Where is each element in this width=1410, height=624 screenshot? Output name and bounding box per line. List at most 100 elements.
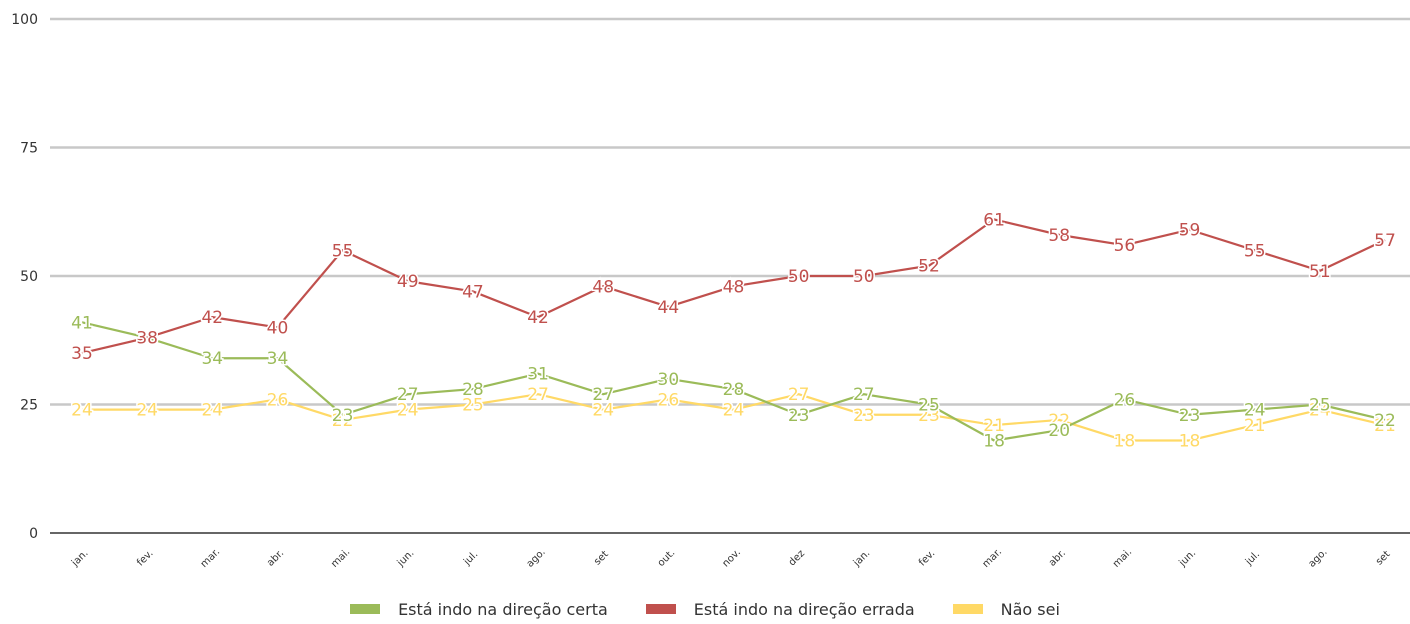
- data-label-certa: 22: [1374, 411, 1396, 431]
- data-label-nao-sei: 23: [918, 406, 940, 426]
- x-tick-label: mai.: [1111, 547, 1134, 570]
- data-label-errada: 42: [201, 308, 223, 328]
- data-label-certa: 25: [918, 396, 940, 416]
- data-label-nao-sei: 26: [267, 390, 289, 410]
- data-label-errada: 51: [1309, 262, 1331, 282]
- legend-label-errada: Está indo na direção errada: [693, 599, 915, 619]
- x-tick-label: jan.: [851, 548, 873, 570]
- data-label-certa: 24: [1244, 401, 1266, 421]
- data-label-certa: 27: [853, 385, 875, 405]
- legend-item-nao-sei[interactable]: Não sei: [952, 599, 1060, 619]
- data-label-nao-sei: 24: [397, 401, 419, 421]
- data-label-errada: 42: [527, 308, 549, 328]
- data-label-nao-sei: 24: [136, 401, 158, 421]
- x-tick-label: fev.: [135, 548, 156, 569]
- data-label-nao-sei: 24: [723, 401, 745, 421]
- data-label-nao-sei: 27: [527, 385, 549, 405]
- data-label-nao-sei: 24: [71, 401, 93, 421]
- data-label-errada: 55: [332, 241, 354, 261]
- data-label-nao-sei: 21: [983, 416, 1005, 436]
- data-label-errada: 55: [1244, 241, 1266, 261]
- legend-swatch-nao-sei: [952, 604, 983, 614]
- data-label-errada: 49: [397, 272, 419, 292]
- x-tick-label: mar.: [981, 546, 1005, 570]
- series-lines: [81, 218, 1386, 442]
- data-label-errada: 48: [592, 277, 614, 297]
- x-tick-label: dez: [787, 548, 807, 568]
- legend-label-certa: Está indo na direção certa: [398, 599, 608, 619]
- data-label-nao-sei: 21: [1244, 416, 1266, 436]
- x-tick-label: nov.: [720, 547, 742, 569]
- data-label-certa: 23: [1179, 406, 1201, 426]
- data-label-nao-sei: 24: [592, 401, 614, 421]
- data-label-errada: 40: [267, 318, 289, 338]
- x-tick-label: abr.: [265, 548, 286, 569]
- data-label-certa: 23: [332, 406, 354, 426]
- x-tick-label: set: [592, 549, 611, 568]
- x-tick-label: abr.: [1047, 548, 1068, 569]
- series-line-nao-sei: [82, 393, 1386, 442]
- data-label-certa: 34: [267, 349, 289, 369]
- y-axis-ticks: 0 25 50 75 100: [11, 12, 38, 542]
- legend-swatch-errada: [645, 604, 676, 614]
- x-tick-label: mar.: [199, 546, 223, 570]
- line-chart: 0 25 50 75 100 jan. fev. mar. abr. mai. jun. jul. a…: [11, 12, 1410, 570]
- x-tick-label: fev.: [917, 548, 938, 569]
- data-label-certa: 28: [723, 380, 745, 400]
- x-tick-label: out.: [656, 547, 678, 569]
- data-label-errada: 61: [983, 210, 1005, 230]
- data-label-nao-sei: 23: [853, 406, 875, 426]
- data-label-errada: 58: [1048, 226, 1070, 246]
- data-label-certa: 31: [527, 365, 549, 385]
- x-tick-label: ago.: [525, 547, 548, 570]
- data-label-errada: 47: [462, 282, 484, 302]
- data-label-certa: 30: [658, 370, 680, 390]
- x-axis-ticks: jan. fev. mar. abr. mai. jun. jul. ago. set out. n…: [69, 546, 1392, 570]
- data-label-errada: 57: [1374, 231, 1396, 251]
- y-tick-label: 25: [20, 398, 38, 414]
- series-line-errada: [81, 218, 1386, 355]
- data-label-certa: 26: [1114, 390, 1136, 410]
- data-label-nao-sei: 18: [1114, 431, 1136, 451]
- x-tick-label: ago.: [1307, 547, 1330, 570]
- data-label-nao-sei: 18: [1179, 431, 1201, 451]
- series-line-certa: [81, 321, 1386, 442]
- data-label-errada: 48: [723, 277, 745, 297]
- data-label-nao-sei: 26: [658, 390, 680, 410]
- legend-label-nao-sei: Não sei: [1000, 599, 1060, 619]
- data-label-errada: 44: [658, 298, 680, 318]
- y-tick-label: 100: [11, 12, 38, 28]
- x-tick-label: mai.: [329, 547, 352, 570]
- data-label-errada: 38: [136, 329, 158, 349]
- data-label-errada: 56: [1114, 236, 1136, 256]
- data-label-nao-sei: 22: [332, 411, 354, 431]
- data-label-errada: 52: [918, 257, 940, 277]
- data-label-errada: 35: [71, 344, 93, 364]
- data-label-certa: 25: [1309, 396, 1331, 416]
- x-tick-label: jun.: [395, 548, 417, 570]
- data-label-certa: 28: [462, 380, 484, 400]
- data-label-nao-sei: 25: [462, 396, 484, 416]
- x-tick-label: jul.: [1243, 549, 1262, 568]
- x-tick-label: jun.: [1177, 548, 1199, 570]
- data-label-certa: 27: [592, 385, 614, 405]
- data-label-nao-sei: 22: [1048, 411, 1070, 431]
- legend-swatch-certa: [350, 604, 381, 614]
- data-label-certa: 41: [71, 313, 93, 333]
- data-label-errada: 50: [853, 267, 875, 287]
- data-label-certa: 34: [201, 349, 223, 369]
- legend-item-errada[interactable]: Está indo na direção errada: [645, 599, 915, 619]
- legend: Está indo na direção certa Está indo na …: [0, 596, 1410, 622]
- x-tick-label: jan.: [69, 548, 91, 570]
- y-tick-label: 50: [20, 269, 38, 285]
- gridlines: [50, 17, 1410, 534]
- data-label-certa: 20: [1048, 421, 1070, 441]
- data-label-errada: 59: [1179, 221, 1201, 241]
- data-label-certa: 18: [983, 431, 1005, 451]
- legend-item-certa[interactable]: Está indo na direção certa: [350, 600, 608, 619]
- data-label-errada: 50: [788, 267, 810, 287]
- data-label-certa: 23: [788, 406, 810, 426]
- x-tick-label: set: [1374, 549, 1393, 568]
